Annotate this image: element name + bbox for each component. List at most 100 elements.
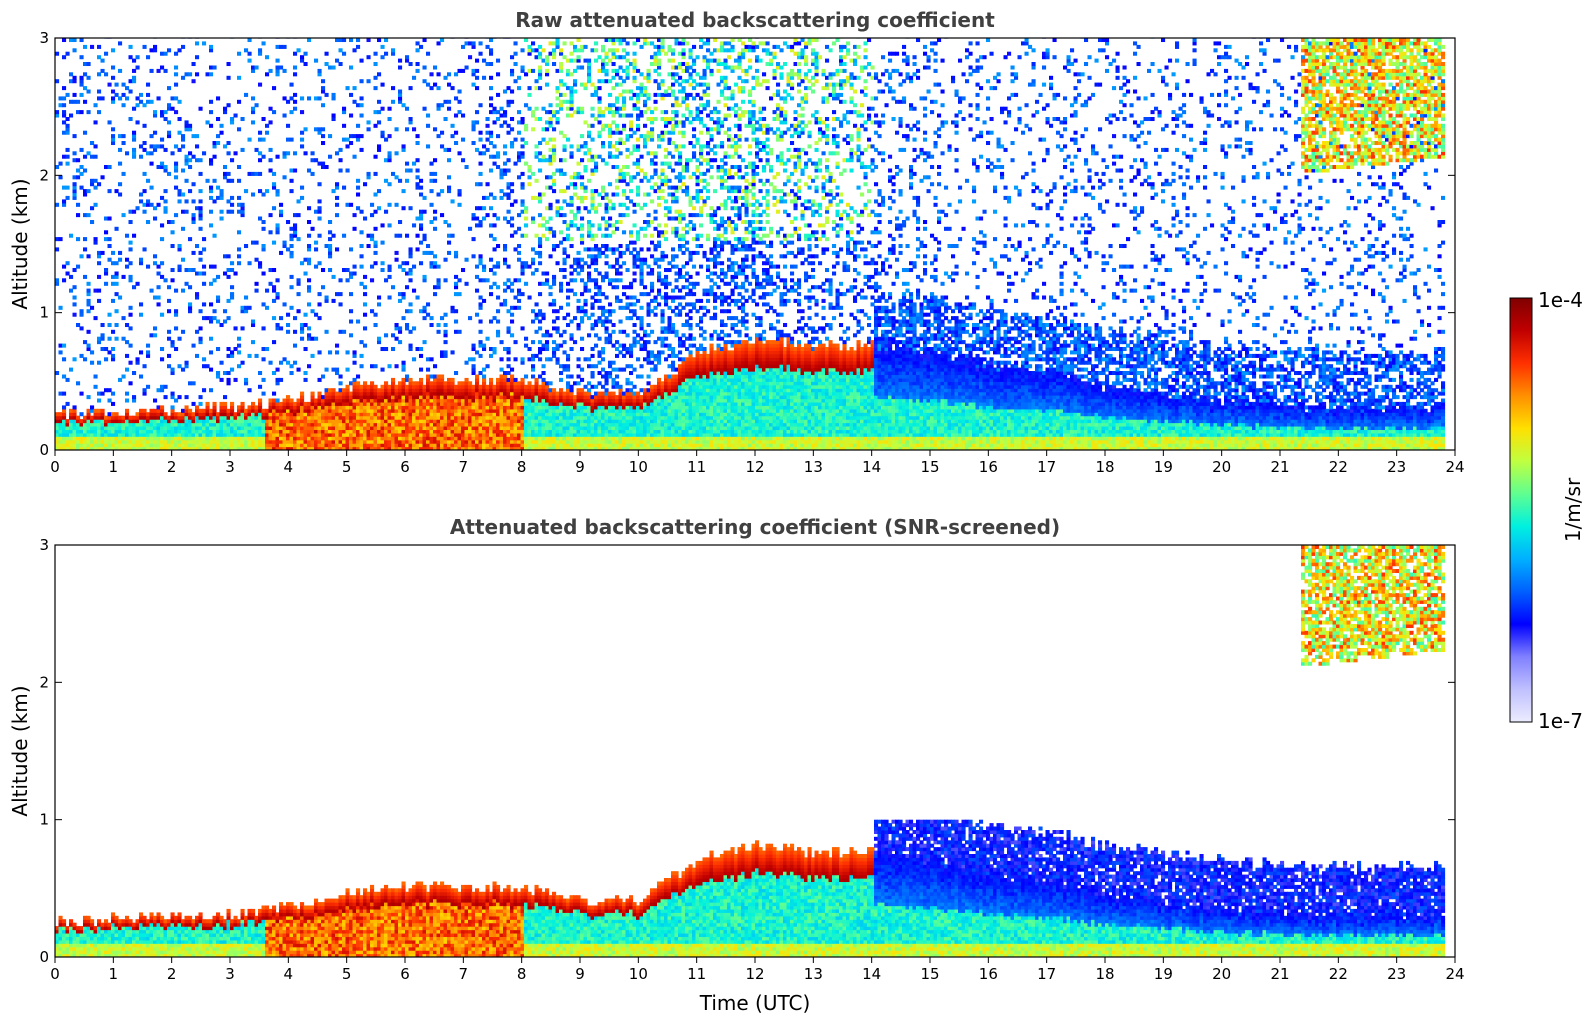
- heatmap-cell: [559, 388, 564, 393]
- heatmap-cell: [506, 182, 511, 187]
- heatmap-cell: [83, 422, 88, 427]
- heatmap-cell: [156, 302, 161, 307]
- heatmap-cell: [114, 419, 119, 424]
- heatmap-cell: [569, 92, 574, 97]
- heatmap-cell: [184, 364, 189, 369]
- heatmap-cell: [146, 436, 151, 441]
- heatmap-cell: [510, 429, 515, 434]
- heatmap-cell: [349, 422, 354, 427]
- heatmap-cell: [254, 353, 259, 358]
- heatmap-cell: [531, 422, 536, 427]
- heatmap-cell: [226, 199, 231, 204]
- heatmap-cell: [275, 446, 280, 450]
- heatmap-cell: [352, 419, 357, 424]
- heatmap-cell: [335, 391, 340, 396]
- heatmap-cell: [307, 446, 312, 450]
- heatmap-cell: [510, 55, 515, 60]
- heatmap-cell: [419, 192, 424, 197]
- heatmap-cell: [275, 419, 280, 424]
- heatmap-cell: [345, 278, 350, 283]
- heatmap-cell: [391, 48, 396, 53]
- heatmap-cell: [576, 264, 581, 269]
- heatmap-cell: [230, 408, 235, 413]
- heatmap-cell: [538, 199, 543, 204]
- heatmap-cell: [412, 443, 417, 448]
- heatmap-cell: [443, 405, 448, 410]
- heatmap-cell: [335, 350, 340, 355]
- heatmap-cell: [555, 244, 560, 249]
- heatmap-cell: [321, 165, 326, 170]
- heatmap-cell: [433, 419, 438, 424]
- heatmap-cell: [447, 381, 452, 386]
- heatmap-cell: [212, 141, 217, 146]
- heatmap-cell: [132, 426, 137, 431]
- heatmap-cell: [251, 323, 256, 328]
- heatmap-cell: [209, 422, 214, 427]
- heatmap-cell: [415, 419, 420, 424]
- heatmap-cell: [587, 405, 592, 410]
- heatmap-cell: [324, 436, 329, 441]
- heatmap-cell: [412, 429, 417, 434]
- heatmap-cell: [412, 432, 417, 437]
- heatmap-cell: [230, 419, 235, 424]
- heatmap-cell: [391, 51, 396, 56]
- heatmap-cell: [597, 443, 602, 448]
- heatmap-cell: [177, 247, 182, 252]
- heatmap-cell: [177, 426, 182, 431]
- heatmap-cell: [461, 408, 466, 413]
- heatmap-cell: [160, 384, 165, 389]
- heatmap-cell: [72, 436, 77, 441]
- heatmap-cell: [167, 353, 172, 358]
- heatmap-cell: [510, 144, 515, 149]
- heatmap-cell: [468, 405, 473, 410]
- heatmap-cell: [167, 220, 172, 225]
- heatmap-cell: [580, 226, 585, 231]
- heatmap-cell: [163, 199, 168, 204]
- heatmap-cell: [534, 312, 539, 317]
- heatmap-cell: [468, 415, 473, 420]
- heatmap-cell: [545, 278, 550, 283]
- heatmap-cell: [380, 422, 385, 427]
- heatmap-cell: [198, 216, 203, 221]
- heatmap-cell: [541, 388, 546, 393]
- heatmap-cell: [198, 415, 203, 420]
- heatmap-cell: [555, 86, 560, 91]
- heatmap-cell: [426, 51, 431, 56]
- heatmap-cell: [93, 432, 98, 437]
- heatmap-cell: [142, 408, 147, 413]
- heatmap-cell: [90, 422, 95, 427]
- heatmap-cell: [275, 226, 280, 231]
- heatmap-cell: [282, 302, 287, 307]
- heatmap-cell: [443, 99, 448, 104]
- heatmap-cell: [429, 436, 434, 441]
- heatmap-cell: [559, 419, 564, 424]
- heatmap-cell: [391, 398, 396, 403]
- heatmap-cell: [303, 371, 308, 376]
- heatmap-cell: [265, 443, 270, 448]
- heatmap-cell: [398, 405, 403, 410]
- heatmap-cell: [258, 51, 263, 56]
- heatmap-cell: [324, 446, 329, 450]
- heatmap-cell: [279, 432, 284, 437]
- heatmap-cell: [233, 432, 238, 437]
- heatmap-cell: [590, 154, 595, 159]
- heatmap-cell: [405, 377, 410, 382]
- heatmap-cell: [160, 429, 165, 434]
- heatmap-cell: [188, 127, 193, 132]
- heatmap-cell: [597, 381, 602, 386]
- heatmap-cell: [177, 130, 182, 135]
- heatmap-cell: [321, 432, 326, 437]
- heatmap-cell: [380, 436, 385, 441]
- heatmap-cell: [408, 405, 413, 410]
- heatmap-cell: [510, 377, 515, 382]
- heatmap-cell: [307, 333, 312, 338]
- heatmap-cell: [356, 374, 361, 379]
- heatmap-cell: [405, 446, 410, 450]
- heatmap-cell: [282, 446, 287, 450]
- heatmap-cell: [310, 158, 315, 163]
- heatmap-cell: [601, 419, 606, 424]
- heatmap-cell: [174, 144, 179, 149]
- heatmap-cell: [555, 395, 560, 400]
- heatmap-cell: [58, 415, 63, 420]
- heatmap-cell: [576, 65, 581, 70]
